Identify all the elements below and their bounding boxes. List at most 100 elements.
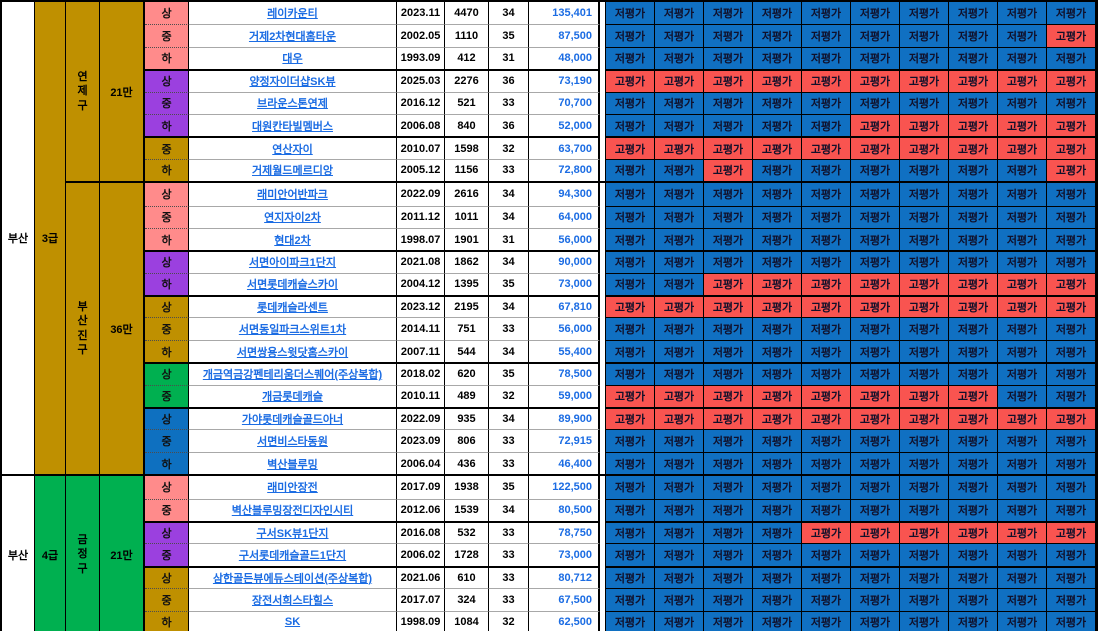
valuation-cell: 저평가 <box>655 588 704 611</box>
valuation-cell: 저평가 <box>606 317 655 340</box>
valuation-cell: 저평가 <box>1047 317 1096 340</box>
size-cell: 34 <box>489 498 529 521</box>
built-date-cell: 2022.09 <box>397 183 445 206</box>
valuation-cell: 저평가 <box>655 476 704 499</box>
valuation-cell: 저평가 <box>998 384 1047 408</box>
apartment-link[interactable]: 벽산블루밍장전디자인시티 <box>189 498 397 521</box>
column-gap <box>600 610 605 631</box>
valuation-cell: 고평가 <box>1047 24 1096 47</box>
valuation-cell: 저평가 <box>753 610 802 631</box>
apartment-link[interactable]: 연지자이2차 <box>189 205 397 228</box>
size-cell: 33 <box>489 520 529 544</box>
valuation-cell: 저평가 <box>753 588 802 611</box>
valuation-cell: 고평가 <box>998 69 1047 92</box>
apartment-link[interactable]: 양정자이더샵SK뷰 <box>189 69 397 92</box>
built-date-cell: 2017.09 <box>397 476 445 499</box>
built-date-cell: 2023.11 <box>397 2 445 25</box>
valuation-cell: 저평가 <box>704 113 753 137</box>
apartment-link[interactable]: 서면쌍용스윗닷홈스카이 <box>189 339 397 363</box>
valuation-cell: 저평가 <box>949 2 998 25</box>
built-date-cell: 2002.05 <box>397 24 445 47</box>
apartment-link[interactable]: 서면동일파크스위트1차 <box>189 317 397 340</box>
units-cell: 806 <box>445 429 489 452</box>
valuation-cell: 저평가 <box>998 429 1047 452</box>
apartment-link[interactable]: 래미안장전 <box>189 476 397 499</box>
apartment-link[interactable]: 브라운스톤연제 <box>189 91 397 114</box>
valuation-cell: 저평가 <box>753 113 802 137</box>
built-date-cell: 2022.09 <box>397 407 445 430</box>
units-cell: 532 <box>445 520 489 544</box>
apartment-link[interactable]: 개금롯데캐슬 <box>189 384 397 408</box>
valuation-cell: 저평가 <box>1047 543 1096 566</box>
valuation-cell: 저평가 <box>900 250 949 273</box>
valuation-cell: 저평가 <box>753 46 802 70</box>
valuation-cell: 저평가 <box>998 565 1047 589</box>
valuation-cell: 저평가 <box>949 317 998 340</box>
tier-cell: 하 <box>145 272 189 296</box>
apartment-link[interactable]: 가야롯데캐슬골드아너 <box>189 407 397 430</box>
column-gap <box>600 91 605 114</box>
apartment-link[interactable]: 삼한골든뷰에듀스테이션(주상복합) <box>189 565 397 589</box>
valuation-cell: 고평가 <box>753 384 802 408</box>
apartment-link[interactable]: 서면롯데캐슬스카이 <box>189 272 397 296</box>
population-cell: 36만 <box>100 183 145 475</box>
valuation-cell: 고평가 <box>606 407 655 430</box>
apartment-link[interactable]: 현대2차 <box>189 227 397 251</box>
valuation-cell: 저평가 <box>851 451 900 475</box>
size-cell: 33 <box>489 317 529 340</box>
valuation-cell: 저평가 <box>851 250 900 273</box>
valuation-cell: 저평가 <box>900 451 949 475</box>
apartment-link[interactable]: 구서SK뷰1단지 <box>189 520 397 544</box>
apartment-link[interactable]: 개금역금강펜테리움더스퀘어(주상복합) <box>189 362 397 385</box>
valuation-cells: 고평가 고평가 고평가 고평가 고평가 고평가 고평가 고평가 고평가 고평가 <box>605 407 1096 430</box>
price-cell: 135,401 <box>529 2 600 25</box>
units-cell: 1938 <box>445 476 489 499</box>
apartment-link[interactable]: 롯데캐슬라센트 <box>189 295 397 318</box>
apartment-link[interactable]: 장전서희스타힐스 <box>189 588 397 611</box>
valuation-cell: 저평가 <box>655 339 704 363</box>
price-cell: 67,810 <box>529 295 600 318</box>
units-cell: 935 <box>445 407 489 430</box>
apartment-link[interactable]: 대우 <box>189 46 397 70</box>
valuation-cell: 저평가 <box>1047 498 1096 521</box>
valuation-cell: 저평가 <box>802 24 851 47</box>
apartment-link[interactable]: 거제월드메르디앙 <box>189 158 397 182</box>
tier-cell: 상 <box>145 69 189 92</box>
apartment-link[interactable]: SK <box>189 610 397 631</box>
apartment-link[interactable]: 연산자이 <box>189 136 397 159</box>
table-row: 중 연지자이2차 2011.12 1011 34 64,000 저평가 저평가 저평가 저평가 저평… <box>145 205 1096 228</box>
size-cell: 33 <box>489 588 529 611</box>
valuation-cell: 저평가 <box>802 543 851 566</box>
built-date-cell: 2016.08 <box>397 520 445 544</box>
apartment-link[interactable]: 서면아이파크1단지 <box>189 250 397 273</box>
apartment-link[interactable]: 벽산블루밍 <box>189 451 397 475</box>
apartment-link[interactable]: 거제2차현대홈타운 <box>189 24 397 47</box>
tier-cell: 상 <box>145 2 189 25</box>
price-cell: 48,000 <box>529 46 600 70</box>
valuation-cell: 저평가 <box>1047 610 1096 631</box>
valuation-cell: 고평가 <box>900 407 949 430</box>
built-date-cell: 2017.07 <box>397 588 445 611</box>
price-cell: 72,800 <box>529 158 600 182</box>
valuation-cell: 저평가 <box>998 205 1047 228</box>
table-row: 상 삼한골든뷰에듀스테이션(주상복합) 2021.06 610 33 80,712 저평가 저… <box>145 565 1096 589</box>
size-cell: 33 <box>489 158 529 182</box>
table-row: 상 구서SK뷰1단지 2016.08 532 33 78,750 저평가 저평가 저평가 저평가 고… <box>145 520 1096 544</box>
apartment-link[interactable]: 레이카운티 <box>189 2 397 25</box>
apartment-link[interactable]: 구서롯데캐슬골드1단지 <box>189 543 397 566</box>
valuation-cell: 저평가 <box>1047 250 1096 273</box>
valuation-cell: 저평가 <box>655 183 704 206</box>
apartment-link[interactable]: 서면비스타동원 <box>189 429 397 452</box>
valuation-cell: 저평가 <box>704 543 753 566</box>
valuation-cell: 저평가 <box>998 543 1047 566</box>
apartment-link[interactable]: 대원칸타빌멤버스 <box>189 113 397 137</box>
built-date-cell: 2016.12 <box>397 91 445 114</box>
valuation-cell: 저평가 <box>851 362 900 385</box>
valuation-cell: 저평가 <box>949 250 998 273</box>
apartment-link[interactable]: 래미안어반파크 <box>189 183 397 206</box>
valuation-cell: 저평가 <box>949 205 998 228</box>
valuation-cell: 저평가 <box>1047 183 1096 206</box>
valuation-cell: 저평가 <box>802 339 851 363</box>
valuation-cell: 저평가 <box>704 588 753 611</box>
built-date-cell: 2025.03 <box>397 69 445 92</box>
